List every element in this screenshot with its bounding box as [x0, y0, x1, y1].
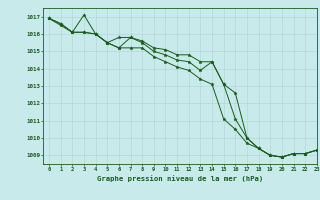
X-axis label: Graphe pression niveau de la mer (hPa): Graphe pression niveau de la mer (hPa): [97, 175, 263, 182]
